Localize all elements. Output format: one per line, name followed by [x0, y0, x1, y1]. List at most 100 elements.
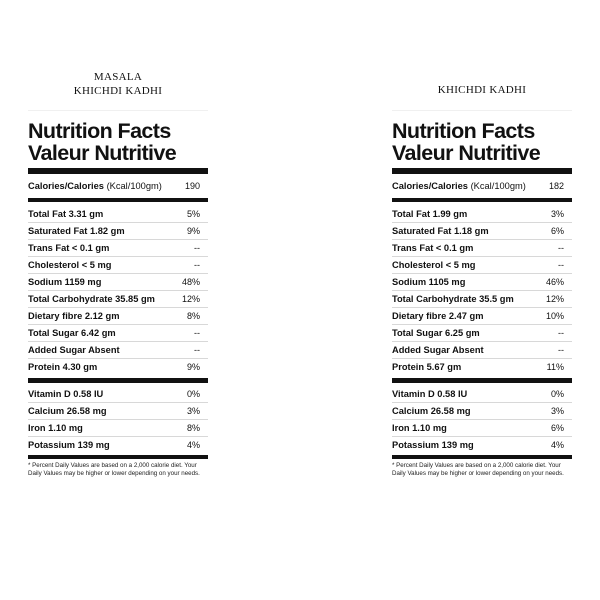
- thick-divider: [392, 168, 572, 174]
- nutrient-label: Added Sugar Absent: [392, 345, 484, 355]
- nutrient-label: Sodium 1159 mg: [28, 277, 102, 287]
- nutrient-row: Protein 5.67 gm 11%: [392, 359, 572, 375]
- nutrient-row: Total Carbohydrate 35.5 gm 12%: [392, 291, 572, 307]
- row-divider: [28, 273, 208, 274]
- daily-value: 9%: [186, 362, 200, 372]
- daily-value: 6%: [550, 423, 564, 433]
- mineral-label: Vitamin D 0.58 IU: [28, 389, 104, 399]
- row-divider: [28, 324, 208, 325]
- daily-value: 4%: [550, 440, 564, 450]
- nutrient-label: Trans Fat < 0.1 gm: [28, 243, 110, 253]
- thick-divider: [28, 168, 208, 174]
- medium-divider: [392, 198, 572, 202]
- mineral-row: Potassium 139 mg 4%: [392, 437, 572, 453]
- daily-value: 12%: [545, 294, 564, 304]
- daily-value: 48%: [181, 277, 200, 287]
- mineral-label: Iron 1.10 mg: [392, 423, 447, 433]
- nutrient-label: Sodium 1105 mg: [392, 277, 466, 287]
- nutrient-label: Protein 5.67 gm: [392, 362, 462, 372]
- nutrient-label: Added Sugar Absent: [28, 345, 120, 355]
- nutrient-row: Sodium 1159 mg 48%: [28, 274, 208, 290]
- nutrient-row: Cholesterol < 5 mg --: [392, 257, 572, 273]
- title-english: Nutrition Facts: [28, 119, 171, 143]
- title-english: Nutrition Facts: [392, 119, 535, 143]
- nutrient-label: Saturated Fat 1.82 gm: [28, 226, 125, 236]
- nutrient-label: Trans Fat < 0.1 gm: [392, 243, 474, 253]
- nutrient-row: Cholesterol < 5 mg --: [28, 257, 208, 273]
- nutrient-row: Saturated Fat 1.18 gm 6%: [392, 223, 572, 239]
- nutrient-row: Dietary fibre 2.47 gm 10%: [392, 308, 572, 324]
- nutrient-row: Trans Fat < 0.1 gm --: [392, 240, 572, 256]
- nutrition-label-masala-khichdi-kadhi: MASALA KHICHDI KADHI Nutrition Facts Val…: [28, 0, 208, 600]
- product-name: MASALA KHICHDI KADHI: [28, 70, 208, 111]
- row-divider: [28, 222, 208, 223]
- nutrient-label: Saturated Fat 1.18 gm: [392, 226, 489, 236]
- row-divider: [392, 358, 572, 359]
- daily-value: --: [558, 260, 564, 270]
- thick-divider: [28, 455, 208, 459]
- nutrient-label: Total Sugar 6.25 gm: [392, 328, 480, 338]
- daily-value: --: [558, 345, 564, 355]
- row-divider: [28, 419, 208, 420]
- row-divider: [28, 341, 208, 342]
- row-divider: [392, 307, 572, 308]
- nutrient-row: Protein 4.30 gm 9%: [28, 359, 208, 375]
- row-divider: [392, 436, 572, 437]
- row-divider: [28, 256, 208, 257]
- nutrient-row: Added Sugar Absent --: [392, 342, 572, 358]
- daily-value: --: [194, 328, 200, 338]
- thick-divider: [28, 378, 208, 383]
- nutrient-row: Sodium 1105 mg 46%: [392, 274, 572, 290]
- row-divider: [392, 256, 572, 257]
- footnote: * Percent Daily Values are based on a 2,…: [28, 462, 200, 477]
- daily-value: --: [194, 260, 200, 270]
- row-divider: [28, 358, 208, 359]
- row-divider: [392, 273, 572, 274]
- product-name: KHICHDI KADHI: [392, 70, 572, 111]
- daily-value: 11%: [546, 362, 564, 372]
- row-divider: [28, 402, 208, 403]
- nutrient-label: Total Carbohydrate 35.85 gm: [28, 294, 155, 304]
- row-divider: [392, 419, 572, 420]
- thick-divider: [392, 455, 572, 459]
- mineral-label: Potassium 139 mg: [392, 440, 474, 450]
- nutrient-row: Dietary fibre 2.12 gm 8%: [28, 308, 208, 324]
- mineral-row: Calcium 26.58 mg 3%: [28, 403, 208, 419]
- nutrient-row: Added Sugar Absent --: [28, 342, 208, 358]
- thick-divider: [392, 378, 572, 383]
- mineral-label: Calcium 26.58 mg: [28, 406, 107, 416]
- nutrient-label: Protein 4.30 gm: [28, 362, 98, 372]
- row-divider: [392, 341, 572, 342]
- nutrient-row: Total Sugar 6.25 gm --: [392, 325, 572, 341]
- nutrient-row: Total Fat 3.31 gm 5%: [28, 206, 208, 222]
- calories-label: Calories/Calories: [392, 181, 468, 191]
- daily-value: 9%: [186, 226, 200, 236]
- daily-value: 3%: [186, 406, 200, 416]
- mineral-label: Potassium 139 mg: [28, 440, 110, 450]
- nutrient-label: Dietary fibre 2.47 gm: [392, 311, 484, 321]
- nutrient-label: Cholesterol < 5 mg: [392, 260, 476, 270]
- nutrient-label: Total Sugar 6.42 gm: [28, 328, 116, 338]
- nutrient-row: Total Sugar 6.42 gm --: [28, 325, 208, 341]
- calories-unit: (Kcal/100gm): [470, 181, 526, 191]
- daily-value: 0%: [186, 389, 200, 399]
- footnote: * Percent Daily Values are based on a 2,…: [392, 462, 564, 477]
- daily-value: --: [558, 328, 564, 338]
- row-divider: [28, 307, 208, 308]
- title-french: Valeur Nutritive: [28, 141, 177, 165]
- mineral-row: Potassium 139 mg 4%: [28, 437, 208, 453]
- nutrient-row: Saturated Fat 1.82 gm 9%: [28, 223, 208, 239]
- daily-value: 46%: [545, 277, 564, 287]
- calories-unit: (Kcal/100gm): [106, 181, 162, 191]
- mineral-row: Vitamin D 0.58 IU 0%: [392, 386, 572, 402]
- calories-row: Calories/Calories (Kcal/100gm) 182: [392, 178, 572, 194]
- nutrient-label: Cholesterol < 5 mg: [28, 260, 112, 270]
- row-divider: [28, 290, 208, 291]
- daily-value: 3%: [550, 209, 564, 219]
- calories-value: 190: [184, 181, 200, 191]
- mineral-row: Iron 1.10 mg 6%: [392, 420, 572, 436]
- row-divider: [392, 290, 572, 291]
- row-divider: [392, 222, 572, 223]
- daily-value: 10%: [545, 311, 564, 321]
- mineral-row: Iron 1.10 mg 8%: [28, 420, 208, 436]
